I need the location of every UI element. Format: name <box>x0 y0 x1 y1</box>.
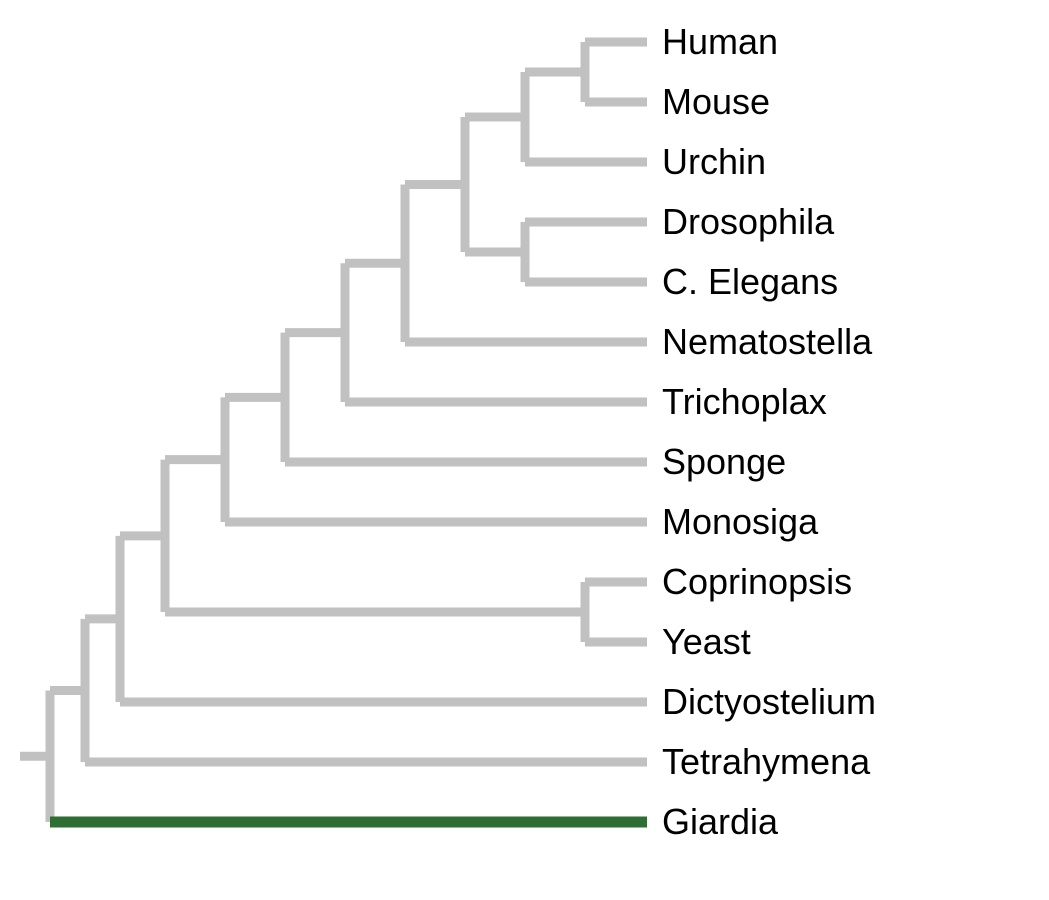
leaf-label: Giardia <box>662 801 778 843</box>
leaf-label: Trichoplax <box>662 381 827 423</box>
leaf-label: Dictyostelium <box>662 681 876 723</box>
tree-branches-svg <box>0 0 1049 900</box>
phylogenetic-tree: Human Mouse Urchin Drosophila C. Elegans Nema… <box>0 0 1049 900</box>
leaf-label: C. Elegans <box>662 261 838 303</box>
leaf-label: Mouse <box>662 81 770 123</box>
leaf-label: Monosiga <box>662 501 818 543</box>
leaf-label: Sponge <box>662 441 786 483</box>
leaf-label: Coprinopsis <box>662 561 852 603</box>
leaf-label: Yeast <box>662 621 751 663</box>
leaf-label: Tetrahymena <box>662 741 870 783</box>
leaf-label: Urchin <box>662 141 766 183</box>
leaf-label: Drosophila <box>662 201 834 243</box>
leaf-label: Nematostella <box>662 321 872 363</box>
leaf-label: Human <box>662 21 778 63</box>
